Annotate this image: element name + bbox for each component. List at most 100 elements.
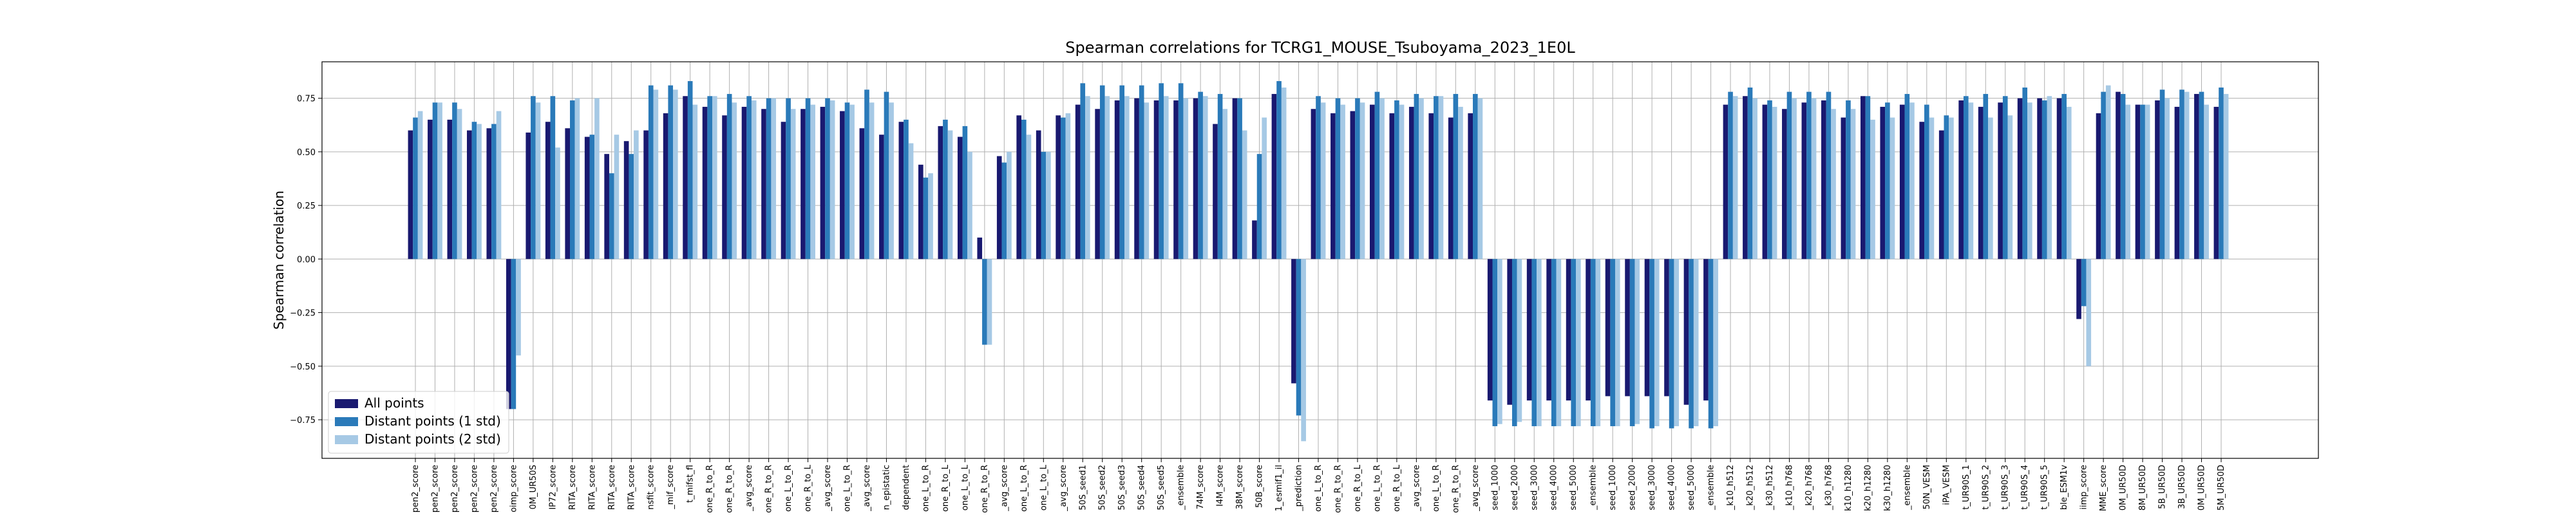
bar [417, 111, 423, 259]
bar [1708, 259, 1714, 429]
x-tick-label: one_L_to_L [960, 464, 970, 510]
bar [457, 109, 462, 259]
bar [467, 130, 472, 259]
x-tick-label: _k20_h768 [1804, 465, 1814, 510]
bar [1865, 96, 1871, 259]
bar [594, 98, 600, 259]
x-tick-label: _mif_score [666, 465, 676, 510]
bar [1531, 259, 1537, 427]
bar [1949, 117, 1954, 259]
bar [2223, 93, 2229, 259]
bar [1434, 96, 1439, 259]
x-tick-label: pen2_score [469, 465, 479, 512]
bar [741, 106, 747, 259]
bar [1576, 259, 1581, 427]
bar [2022, 87, 2028, 259]
bar [1507, 259, 1512, 405]
bar [1046, 151, 1051, 259]
bar [1007, 151, 1012, 259]
x-tick-label: seed_3000 [1647, 465, 1657, 510]
bar [1075, 104, 1081, 259]
bar [1615, 259, 1620, 427]
x-tick-label: one_L_to_L [1039, 464, 1048, 510]
bar [452, 102, 457, 259]
bar [570, 100, 575, 259]
bar [2081, 259, 2087, 306]
bar [2096, 113, 2101, 259]
bar [550, 96, 556, 259]
bar [1605, 259, 1611, 397]
bar [1732, 96, 1738, 259]
bar [2164, 98, 2170, 259]
bar [987, 259, 992, 345]
bar [923, 177, 929, 259]
bar [1689, 259, 1694, 429]
bar [1801, 102, 1807, 259]
bar [1919, 122, 1925, 259]
x-tick-label: IP72_score [548, 465, 558, 510]
bar [2135, 104, 2141, 259]
bar [511, 259, 516, 409]
x-tick-label: k10_h1280 [1844, 465, 1853, 511]
bar [663, 113, 668, 259]
bar [1537, 259, 1542, 427]
x-tick-label: pen2_score [489, 465, 499, 512]
x-tick-label: MME_score [2099, 465, 2108, 511]
x-tick-label: _ensemble [1589, 465, 1598, 510]
y-tick-label: −0.50 [290, 362, 316, 372]
bar [1669, 259, 1674, 429]
x-tick-label: one_R_to_L [804, 464, 813, 512]
bar [1517, 259, 1522, 422]
bar [1703, 259, 1709, 401]
bar [1899, 104, 1905, 259]
bar [643, 130, 649, 259]
bar [1556, 259, 1562, 427]
bar [1095, 109, 1100, 259]
x-tick-label: one_R_to_L [1353, 464, 1363, 512]
bar [531, 96, 536, 259]
x-tick-label: one_R_to_R [1333, 465, 1343, 513]
bar [1772, 106, 1777, 259]
x-tick-label: 1_esmif1_il [1274, 465, 1284, 511]
bar [653, 89, 659, 259]
x-tick-label: seed_4000 [1667, 465, 1677, 510]
bar [1664, 259, 1669, 397]
bar [820, 106, 826, 259]
x-tick-label: 0M_UR50S [529, 465, 538, 509]
x-tick-label: 5B_UR50D [2158, 465, 2168, 509]
bar [2219, 87, 2224, 259]
bar [1968, 102, 1974, 259]
bar [2066, 106, 2072, 259]
bar [1786, 91, 1792, 259]
x-tick-label: seed_5000 [1687, 465, 1696, 510]
bar [829, 100, 835, 259]
x-tick-label: _avg_score [823, 465, 833, 512]
bar [2017, 98, 2023, 259]
bar [1767, 100, 1772, 259]
bar [609, 173, 614, 259]
x-tick-label: seed_5000 [1569, 465, 1578, 510]
x-tick-label: pen2_score [411, 465, 421, 512]
bar [1590, 259, 1596, 427]
bar [1511, 259, 1517, 427]
bar [746, 96, 752, 259]
y-tick-label: −0.75 [290, 416, 316, 426]
bar [1909, 102, 1915, 259]
bar [1487, 259, 1493, 401]
x-tick-label: iimp_score [2079, 465, 2089, 510]
bar [673, 89, 678, 259]
bar [786, 98, 791, 259]
bar [722, 115, 727, 259]
bar [1693, 259, 1699, 427]
bar [589, 135, 595, 259]
bar [1654, 259, 1660, 427]
bar [1811, 98, 1817, 259]
x-tick-label: 0M_UR50D [2197, 465, 2207, 510]
bar [1124, 96, 1130, 259]
x-tick-label: RITA_score [568, 465, 578, 510]
x-tick-label: oimp_score [509, 465, 518, 512]
bar [1114, 100, 1120, 259]
bar [1586, 259, 1591, 401]
bar [1301, 259, 1306, 442]
bar [859, 128, 865, 259]
